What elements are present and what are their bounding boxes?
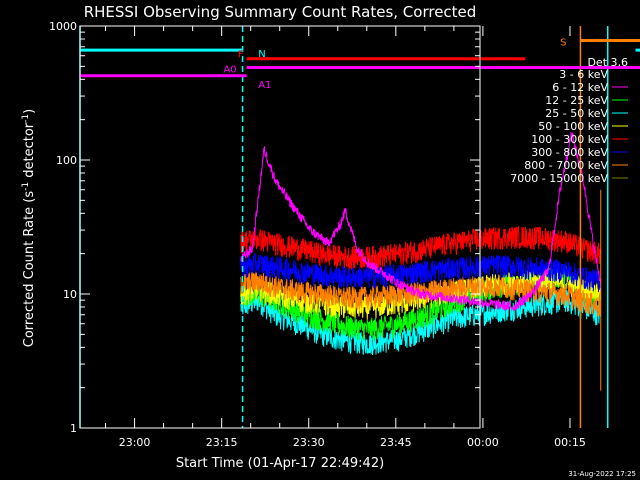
x-tick-label: 00:00 xyxy=(467,436,499,449)
series-line xyxy=(240,289,602,356)
series-line xyxy=(240,253,602,293)
attenuator-label: S xyxy=(560,37,566,48)
x-tick-label: 23:00 xyxy=(119,436,151,449)
attenuator-label: A1 xyxy=(258,80,271,91)
plot-frame xyxy=(79,25,481,429)
y-axis-label: Corrected Count Rate (s-1 detector-1) xyxy=(21,109,37,347)
legend-label: 25 - 50 keV xyxy=(545,107,608,120)
axes-layer: 1 10 100 1000 23:00 23:15 23:30 23:45 00:00 00:15 xyxy=(49,20,586,449)
x-axis-label: Start Time (01-Apr-17 22:49:42) xyxy=(176,456,384,471)
series-line xyxy=(240,226,602,270)
legend-label: 50 - 100 keV xyxy=(538,120,608,133)
x-tick-label: 23:15 xyxy=(206,436,238,449)
attenuator-label: F xyxy=(238,50,244,61)
y-tick-label: 1 xyxy=(70,422,77,435)
series-line xyxy=(240,132,602,312)
legend-label: 7000 - 15000 keV xyxy=(510,172,608,185)
legend-label: 3 - 6 keV xyxy=(559,68,608,81)
svg-text:Corrected Count Rate (s-1 dete: Corrected Count Rate (s-1 detector-1) xyxy=(21,109,37,347)
chart-title: RHESSI Observing Summary Count Rates, Co… xyxy=(84,3,477,21)
y-tick-label: 100 xyxy=(56,154,77,167)
legend-label: 6 - 12 keV xyxy=(552,81,608,94)
legend-label: 800 - 7000 keV xyxy=(524,159,608,172)
legend-label: 12 - 25 keV xyxy=(545,94,608,107)
x-tick-label: 23:30 xyxy=(293,436,325,449)
attenuator-label: N xyxy=(258,49,265,60)
x-tick-label: 23:45 xyxy=(380,436,412,449)
series-line xyxy=(240,271,602,317)
footer-timestamp: 31-Aug-2022 17:25 xyxy=(568,470,636,478)
attenuator-label: A0 xyxy=(223,65,236,76)
y-tick-label: 10 xyxy=(63,288,77,301)
legend-label: 300 - 800 keV xyxy=(531,146,608,159)
x-tick-label: 00:15 xyxy=(554,436,586,449)
legend-label: 100 - 300 keV xyxy=(531,133,608,146)
series-line xyxy=(240,94,601,186)
y-tick-label: 1000 xyxy=(49,20,77,33)
